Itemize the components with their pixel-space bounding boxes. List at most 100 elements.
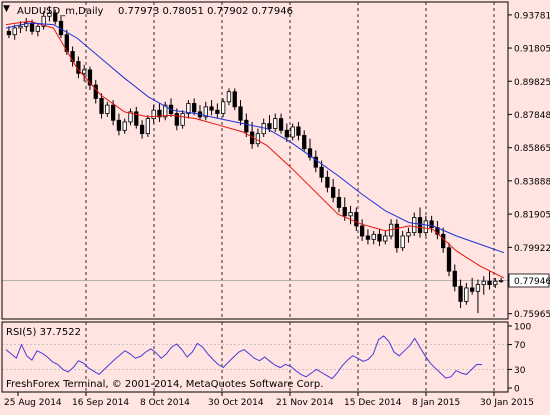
candle <box>99 93 104 119</box>
candle-body-bullish <box>498 280 504 282</box>
candle-body-bearish <box>110 104 116 121</box>
candle <box>296 121 301 141</box>
candle <box>464 282 469 305</box>
candle-body-bullish <box>82 69 87 74</box>
candle <box>215 103 220 119</box>
candle-body-bullish <box>186 103 191 114</box>
rsi-y-tick-label: 100 <box>514 323 531 333</box>
candle-body-bullish <box>221 101 226 114</box>
x-axis-tick-label: 15 Dec 2014 <box>344 398 402 408</box>
candle-body-bearish <box>452 270 457 287</box>
candle-body-bullish <box>12 27 17 36</box>
candle-body-bearish <box>278 118 284 131</box>
candle <box>273 113 278 132</box>
copyright-text: FreshForex Terminal, © 2001-2014, MetaQu… <box>6 379 323 390</box>
candle-body-bullish <box>47 12 52 17</box>
grid-layer <box>2 2 508 392</box>
candle <box>255 128 261 148</box>
candle <box>41 11 46 30</box>
rsi-indicator-title: RSI(5) 37.7522 <box>6 327 81 338</box>
candle-body-bearish <box>238 106 243 121</box>
candle-body-bearish <box>267 123 272 130</box>
rsi-plot[interactable] <box>5 335 483 380</box>
candle <box>226 88 232 106</box>
candle-body-bearish <box>116 119 122 131</box>
candle <box>383 230 388 245</box>
candle-body-bearish <box>377 233 382 242</box>
candle-body-bearish <box>99 98 104 114</box>
candle <box>498 277 504 283</box>
candle <box>359 219 365 242</box>
candle <box>267 115 272 132</box>
main-plot[interactable] <box>5 6 505 314</box>
chart-ohlc-readout: 0.77973 0.78051 0.77902 0.77946 <box>118 6 293 17</box>
moving-average-slow-line <box>5 22 505 254</box>
candle <box>238 100 243 126</box>
candle-body-bearish <box>458 285 463 302</box>
current-price-label: 0.77946 <box>514 277 550 287</box>
candle <box>313 150 318 173</box>
candle <box>105 101 110 117</box>
candle <box>487 271 492 290</box>
candle-body-bearish <box>446 247 452 272</box>
candle <box>406 227 411 243</box>
candle-body-bearish <box>192 103 197 113</box>
candle-body-bullish <box>371 233 376 240</box>
candle-body-bearish <box>209 106 214 111</box>
candle <box>284 123 289 143</box>
rsi-y-tick-label: 0 <box>514 385 520 395</box>
candle-body-bearish <box>244 119 249 133</box>
candle <box>365 229 371 245</box>
collapse-triangle-icon[interactable]: ▼ <box>3 4 10 14</box>
candle-body-bullish <box>122 121 127 131</box>
candle-body-bearish <box>29 22 35 32</box>
y-axis-tick-label: 0.81905 <box>514 211 550 221</box>
candle-body-bullish <box>180 113 185 126</box>
candle-body-bullish <box>481 280 486 286</box>
x-axis-tick-label: 25 Aug 2014 <box>4 398 62 408</box>
candle-body-bearish <box>417 217 423 234</box>
candle <box>278 113 284 134</box>
candle <box>394 219 400 253</box>
candle-body-bearish <box>174 113 179 126</box>
candle-body-bearish <box>296 126 301 136</box>
candle <box>290 123 295 141</box>
candle <box>186 100 191 119</box>
y-axis-tick-label: 0.93781 <box>514 11 550 21</box>
candle <box>423 215 428 236</box>
candle-body-bearish <box>307 148 313 158</box>
y-axis-tick-label: 0.91805 <box>514 45 550 55</box>
candle <box>180 110 185 129</box>
candle <box>371 230 376 245</box>
candle-body-bullish <box>406 232 411 237</box>
candle <box>145 115 151 138</box>
y-axis-tick-label: 0.83888 <box>514 177 550 187</box>
candle-body-bullish <box>412 217 417 234</box>
candle <box>331 178 336 203</box>
candle-body-bearish <box>336 196 342 208</box>
candle-body-bullish <box>41 15 46 27</box>
candle <box>192 98 197 116</box>
candle <box>452 264 457 292</box>
candle-body-bullish <box>226 91 232 103</box>
candle-body-bullish <box>163 104 168 118</box>
candle <box>6 26 12 39</box>
candle <box>481 276 486 295</box>
candle-body-bullish <box>423 220 428 234</box>
main-plot-frame <box>1 1 509 320</box>
candle <box>493 277 498 288</box>
candle <box>174 108 179 131</box>
candle-body-bearish <box>487 280 492 286</box>
current-price-badge <box>508 273 550 288</box>
candle-body-bearish <box>342 207 347 217</box>
candle <box>244 113 249 138</box>
candle-body-bullish <box>475 284 481 292</box>
candle-body-bearish <box>93 84 98 99</box>
candle <box>302 130 307 153</box>
candle-body-bearish <box>53 12 58 22</box>
candle-body-bullish <box>493 280 498 286</box>
rsi-y-tick-label: 70 <box>514 341 526 351</box>
candle <box>116 113 122 136</box>
